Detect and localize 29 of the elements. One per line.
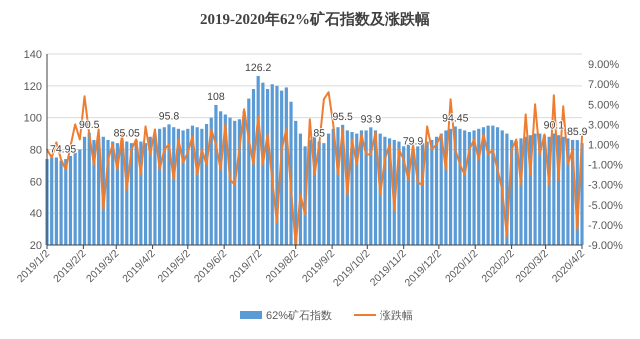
y-tick-label: 20 <box>30 240 42 252</box>
legend-label: 62%矿石指数 <box>266 309 332 322</box>
y2-tick-label: -7.00% <box>588 220 624 232</box>
annotation: 95.5 <box>332 110 354 123</box>
y-tick-label: 60 <box>30 176 42 188</box>
annotation: 126.2 <box>245 62 272 74</box>
y2-tick-label: 1.00% <box>588 139 620 152</box>
y2-tick-label: -3.00% <box>588 180 624 192</box>
annotation: 95.8 <box>158 110 180 122</box>
y-tick-label: 100 <box>24 112 42 125</box>
y2-tick-label: 9.00% <box>588 59 620 72</box>
annotation: 85.9 <box>567 126 588 138</box>
chart-title: 2019-2020年62%矿石指数及涨跌幅 <box>200 10 430 28</box>
y2-tick-label: 7.00% <box>588 79 620 92</box>
y2-tick-label: 3.00% <box>588 119 620 132</box>
y2-tick-label: 5.00% <box>588 99 620 112</box>
y2-tick-label: -9.00% <box>588 240 624 252</box>
legend-涨跌幅: 涨跌幅 <box>354 310 414 322</box>
annotation: 93.9 <box>360 113 382 126</box>
y2-tick-label: -5.00% <box>588 200 624 212</box>
legend-label: 涨跌幅 <box>380 310 414 322</box>
y-tick-label: 140 <box>24 49 42 61</box>
annotation: 85.05 <box>114 127 140 140</box>
annotation: 108 <box>207 90 225 103</box>
y-tick-label: 80 <box>30 144 42 156</box>
y-tick-label: 40 <box>30 208 42 220</box>
y2-tick-label: -1.00% <box>588 160 624 172</box>
annotation: 79.9 <box>402 136 424 148</box>
y-tick-label: 120 <box>24 80 42 93</box>
